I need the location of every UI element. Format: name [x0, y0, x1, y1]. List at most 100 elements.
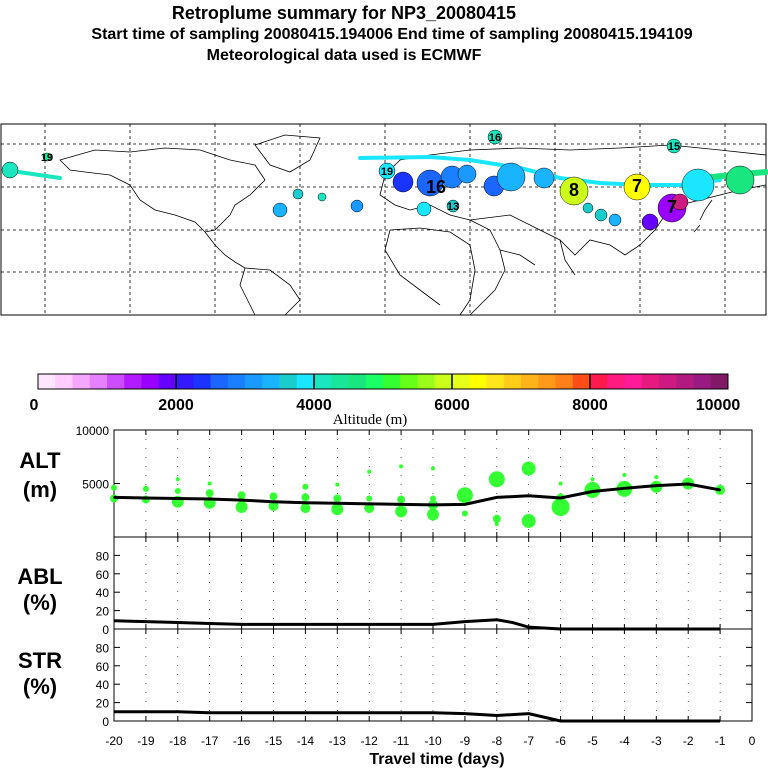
y-tick-label: 20 [96, 697, 110, 711]
colorbar-swatch [469, 374, 487, 389]
colorbar-swatch [89, 374, 108, 389]
colorbar-swatch [521, 374, 539, 389]
x-tick-label: -8 [491, 734, 502, 748]
y-tick-label: 5000 [82, 478, 109, 492]
x-tick-label: -18 [169, 734, 187, 748]
alt-scatter-point [142, 485, 149, 492]
x-tick-label: -16 [233, 734, 251, 748]
alt-line-point [272, 500, 275, 503]
alt-line-point [527, 494, 530, 497]
panel-unit: (%) [23, 674, 57, 699]
alt-scatter-point [333, 494, 342, 503]
alt-line-point [719, 488, 722, 491]
x-tick-label: -10 [424, 734, 442, 748]
alt-scatter-point [111, 484, 117, 491]
alt-line-point [368, 502, 371, 505]
x-tick-label: -12 [361, 734, 379, 748]
colorbar-swatch [158, 374, 177, 389]
y-tick-label: 60 [96, 660, 110, 674]
alt-scatter-point [367, 469, 372, 474]
colorbar-tick-label: 8000 [572, 397, 608, 414]
abl-line [113, 618, 721, 631]
colorbar-swatch [262, 374, 280, 389]
alt-scatter-point [492, 514, 501, 523]
colorbar-swatch [107, 374, 125, 389]
colorbar-swatch [279, 374, 298, 389]
alt-scatter-point [456, 487, 473, 504]
panel-label: ABL [17, 564, 62, 589]
alt-scatter-point [207, 481, 212, 486]
y-tick-label: 0 [102, 715, 109, 729]
x-tick-label: -7 [523, 734, 534, 748]
colorbar-swatch [72, 374, 91, 389]
colorbar-swatch [417, 374, 436, 389]
map-cluster-label: 19 [381, 166, 393, 178]
time-series-panels: ALT(m)ABL(%)STR(%)-20 -19 -18 -17 -16 -15 -14-… [17, 424, 755, 768]
colorbar-swatch [141, 374, 160, 389]
alt-scatter-point [335, 482, 340, 487]
x-tick-label: -1 [715, 734, 726, 748]
alt-scatter-point [174, 487, 181, 494]
map-cluster-label: 16 [489, 132, 501, 144]
y-tick-label: 40 [96, 678, 110, 692]
alt-line-point [208, 498, 211, 501]
alt-scatter-point [654, 475, 659, 480]
alt-scatter-point [399, 464, 404, 469]
y-tick-label: 80 [96, 549, 110, 563]
colorbar-tick-label: 0 [30, 397, 39, 414]
colorbar-swatch [365, 374, 384, 389]
x-tick-label: -13 [329, 734, 347, 748]
colorbar-swatch [486, 374, 505, 389]
alt-scatter-point [175, 477, 180, 482]
x-tick-label: -20 [105, 734, 123, 748]
colorbar-swatch [400, 374, 418, 389]
colorbar-swatch [38, 374, 56, 389]
alt-scatter-point [364, 503, 375, 514]
met-data-line: Meteorological data used is ECMWF [206, 47, 482, 64]
alt-scatter-point [237, 491, 246, 500]
alt-scatter-point [622, 472, 627, 477]
colorbar-tick-label: 4000 [296, 397, 332, 414]
colorbar-swatch [348, 374, 367, 389]
alt-scatter-point [235, 501, 248, 514]
x-tick-label: -19 [137, 734, 155, 748]
colorbar-tick-label: 10000 [696, 397, 741, 414]
alt-line-point [336, 502, 339, 505]
alt-scatter-point [302, 483, 309, 490]
colorbar-swatch [572, 374, 591, 389]
plume-clusters [1, 129, 755, 231]
colorbar-swatch [590, 374, 608, 389]
x-tick-label: -14 [297, 734, 315, 748]
colorbar-axis-label: Altitude (m) [333, 412, 408, 428]
colorbar-swatch [124, 374, 142, 389]
y-tick-label: 60 [96, 568, 110, 582]
map-cluster-label: 13 [447, 201, 459, 213]
colorbar-swatch [383, 374, 401, 389]
alt-line-point [240, 499, 243, 502]
alt-scatter-point [521, 513, 536, 528]
alt-scatter-point [551, 498, 570, 517]
x-tick-label: 0 [749, 734, 756, 748]
map-cluster-label: 15 [668, 141, 680, 153]
alt-line-point [495, 496, 498, 499]
colorbar-swatch [210, 374, 229, 389]
alt-scatter-point [590, 477, 595, 482]
altitude-colorbar: 0 2000 4000 6000 8000 10000 Altitude (m) [30, 373, 741, 428]
alt-scatter-point [366, 495, 373, 502]
alt-line-point [687, 483, 690, 486]
colorbar-swatch [710, 374, 729, 389]
x-tick-label: -5 [587, 734, 598, 748]
colorbar-swatch [555, 374, 574, 389]
x-tick-label: -6 [555, 734, 566, 748]
x-tick-label: -11 [393, 734, 410, 748]
alt-scatter-point [205, 489, 214, 498]
alt-scatter-point [331, 503, 344, 516]
alt-line-point [144, 496, 147, 499]
y-tick-label: 80 [96, 641, 110, 655]
colorbar-tick-label: 2000 [158, 397, 194, 414]
alt-scatter-point [300, 503, 311, 514]
colorbar-swatch [503, 374, 522, 389]
colorbar-swatch [641, 374, 660, 389]
alt-line-point [176, 497, 179, 500]
